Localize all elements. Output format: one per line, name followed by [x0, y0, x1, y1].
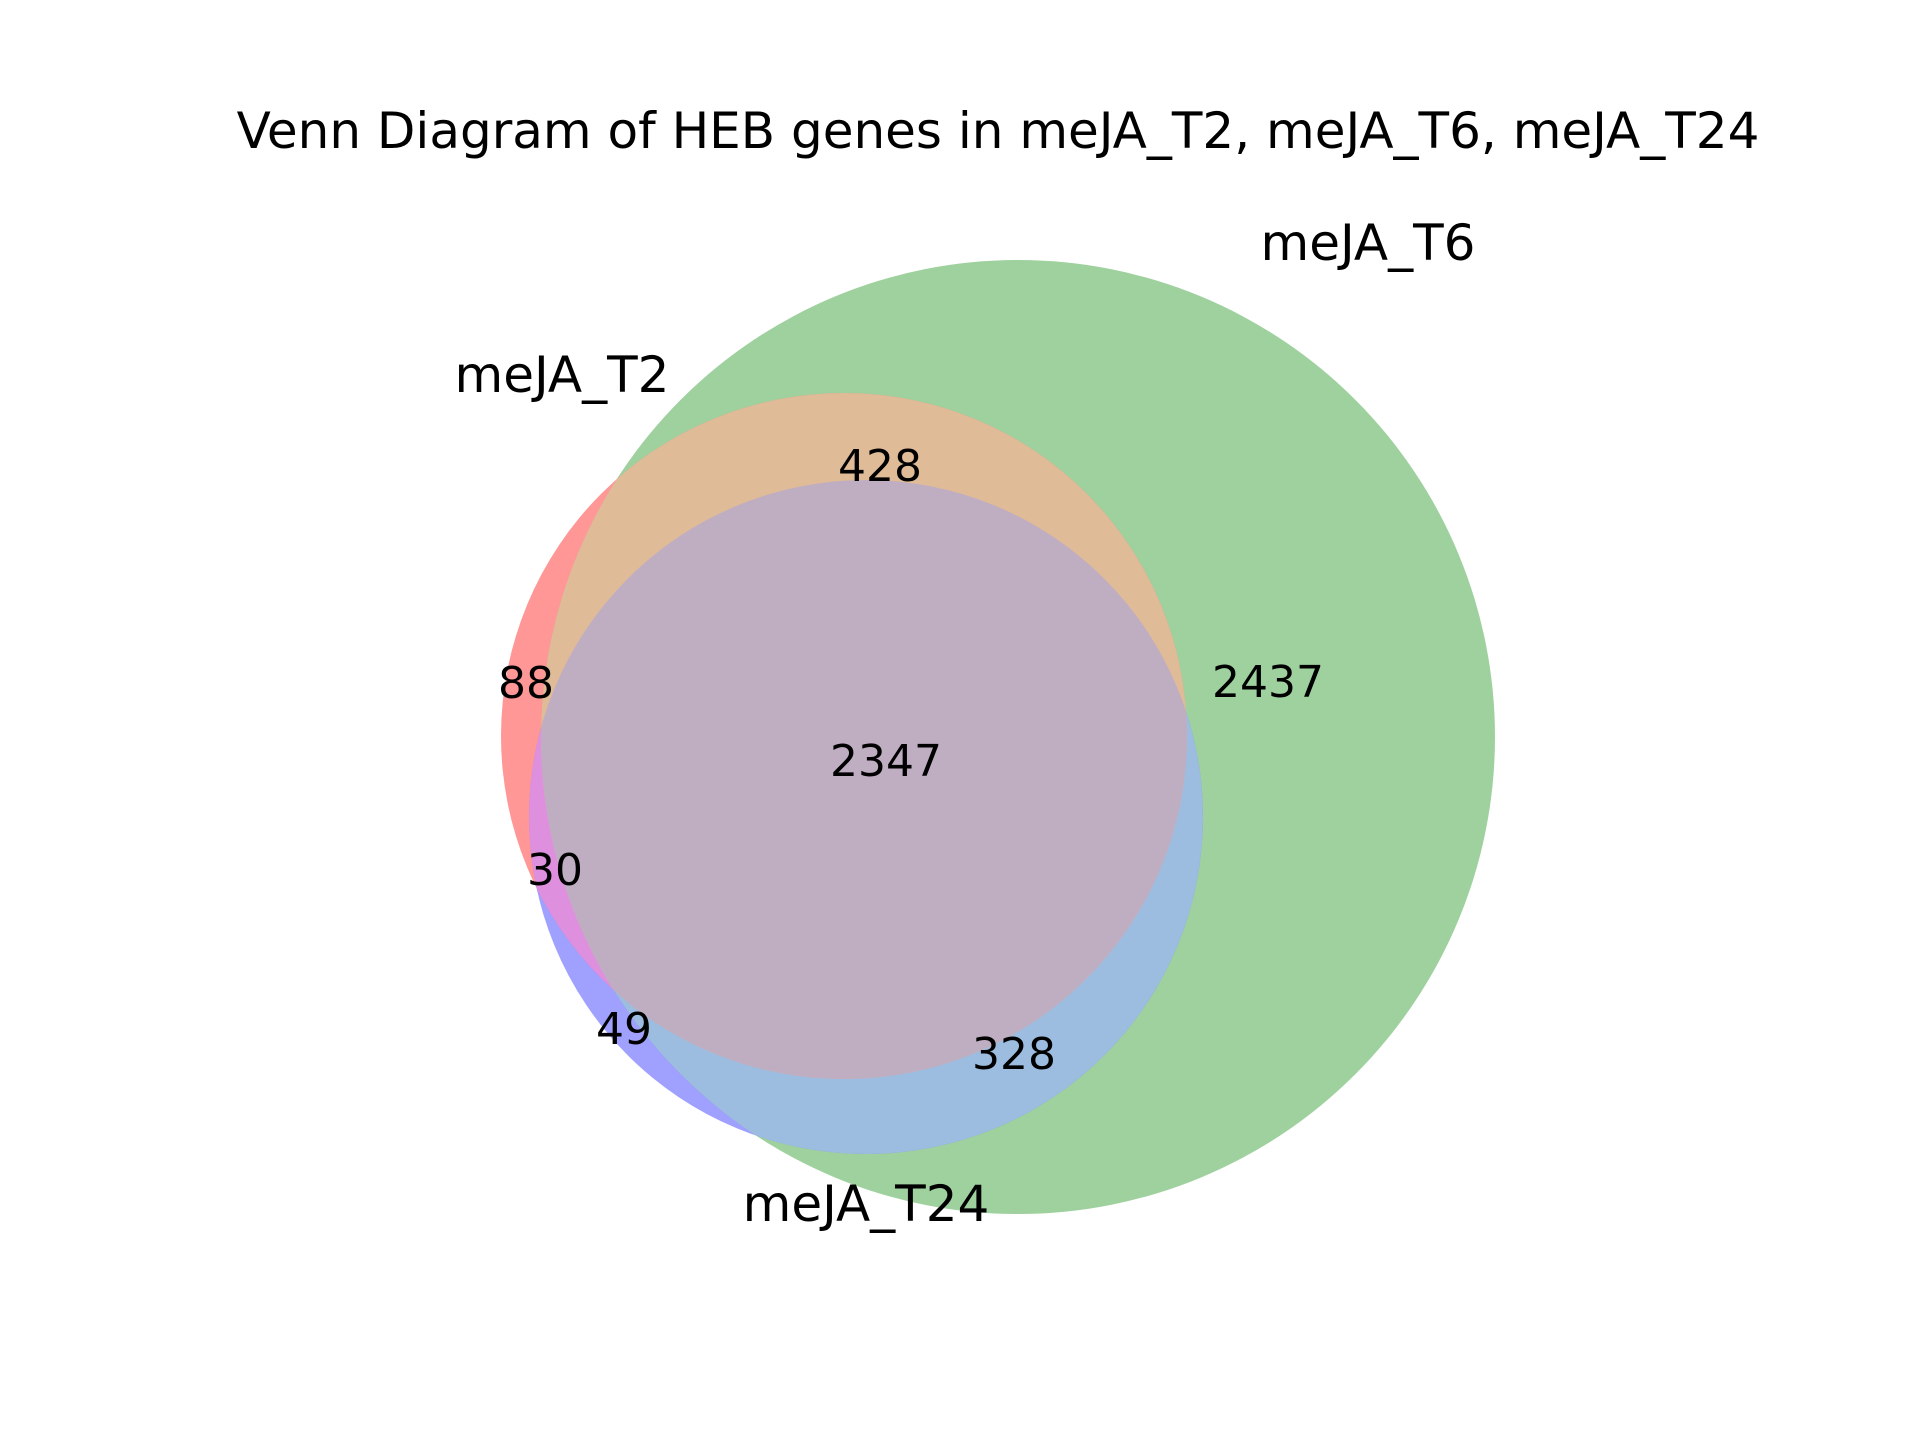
set-label-t6: meJA_T6	[1261, 214, 1476, 272]
region-t2-t6-t24	[541, 480, 1187, 1079]
count-t2-t24: 30	[527, 845, 583, 896]
set-label-t2: meJA_T2	[455, 346, 670, 404]
count-t2-t6-t24: 2347	[830, 736, 942, 787]
count-t24-only: 49	[596, 1004, 652, 1055]
set-label-t24: meJA_T24	[743, 1175, 990, 1233]
count-t6-t24: 328	[972, 1029, 1056, 1080]
diagram-title: Venn Diagram of HEB genes in meJA_T2, me…	[237, 102, 1760, 160]
count-t2-only: 88	[498, 658, 554, 709]
count-t2-t6: 428	[838, 441, 922, 492]
count-t6-only: 2437	[1212, 657, 1324, 708]
